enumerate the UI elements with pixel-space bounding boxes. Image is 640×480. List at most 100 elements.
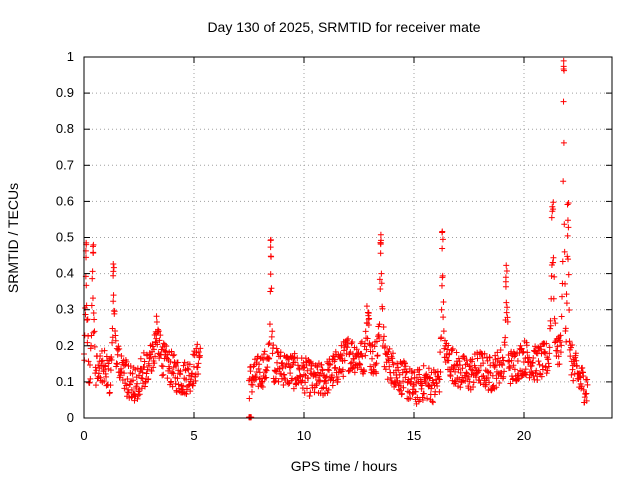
data-point — [584, 376, 591, 383]
data-point — [565, 271, 572, 278]
data-point — [560, 98, 567, 105]
data-point — [112, 337, 119, 344]
data-point — [547, 322, 554, 329]
data-point — [489, 372, 496, 379]
data-point — [345, 335, 352, 342]
data-point — [156, 355, 163, 362]
data-point — [500, 357, 507, 364]
data-point — [278, 375, 285, 382]
data-point — [436, 388, 443, 395]
data-point — [444, 346, 451, 353]
data-point — [439, 272, 446, 279]
data-point — [559, 258, 566, 265]
data-point — [529, 359, 536, 366]
data-point — [532, 343, 539, 350]
data-point — [351, 369, 358, 376]
data-point — [511, 366, 518, 373]
data-point — [455, 355, 462, 362]
data-point — [538, 373, 545, 380]
data-point — [503, 299, 510, 306]
data-point — [428, 385, 435, 392]
data-point — [457, 369, 464, 376]
data-point — [345, 368, 352, 375]
data-point — [500, 373, 507, 380]
x-axis-label: GPS time / hours — [291, 458, 398, 474]
data-point — [281, 371, 288, 378]
data-point — [152, 353, 159, 360]
data-point — [348, 340, 355, 347]
data-point — [136, 391, 143, 398]
data-point — [554, 343, 561, 350]
data-point — [560, 139, 567, 146]
data-point — [563, 300, 570, 307]
data-point — [326, 367, 333, 374]
data-point — [440, 298, 447, 305]
data-point — [583, 390, 590, 397]
data-point — [168, 378, 175, 385]
data-point — [486, 354, 493, 361]
data-point — [265, 341, 272, 348]
data-point — [584, 381, 591, 388]
data-point — [393, 374, 400, 381]
data-point — [408, 375, 415, 382]
y-tick-label: 0.1 — [56, 374, 74, 389]
data-point — [369, 355, 376, 362]
data-point — [89, 275, 96, 282]
data-point — [501, 341, 508, 348]
data-point — [338, 342, 345, 349]
data-point — [382, 343, 389, 350]
data-point — [560, 57, 567, 64]
data-point — [174, 375, 181, 382]
data-point — [256, 361, 263, 368]
data-point — [559, 293, 566, 300]
data-point — [190, 363, 197, 370]
data-point — [429, 398, 436, 405]
data-point — [473, 374, 480, 381]
data-point — [332, 364, 339, 371]
data-point — [376, 334, 383, 341]
data-point — [289, 375, 296, 382]
data-point — [403, 368, 410, 375]
data-point — [154, 341, 161, 348]
data-point — [430, 399, 437, 406]
data-point — [440, 314, 447, 321]
data-point — [296, 366, 303, 373]
data-point — [374, 352, 381, 359]
data-point — [502, 278, 509, 285]
data-point — [484, 357, 491, 364]
data-point — [280, 382, 287, 389]
data-point — [160, 371, 167, 378]
data-point — [91, 328, 98, 335]
data-point — [85, 333, 92, 340]
data-point — [436, 376, 443, 383]
data-point — [323, 373, 330, 380]
data-point — [562, 280, 569, 287]
data-point — [407, 395, 414, 402]
data-point — [348, 365, 355, 372]
data-point — [419, 397, 426, 404]
data-point — [446, 350, 453, 357]
data-point — [529, 370, 536, 377]
data-point — [186, 361, 193, 368]
data-point — [319, 367, 326, 374]
data-point — [424, 395, 431, 402]
data-point — [189, 370, 196, 377]
y-tick-label: 0.8 — [56, 121, 74, 136]
data-point — [89, 295, 96, 302]
data-point — [392, 381, 399, 388]
data-point — [88, 302, 95, 309]
data-point — [185, 366, 192, 373]
data-point — [300, 371, 307, 378]
data-point — [557, 349, 564, 356]
data-point — [174, 359, 181, 366]
data-point — [378, 280, 385, 287]
data-point — [389, 350, 396, 357]
data-point — [396, 379, 403, 386]
data-point — [421, 390, 428, 397]
data-point — [382, 366, 389, 373]
data-point — [291, 350, 298, 357]
data-point — [419, 380, 426, 387]
data-point — [129, 377, 136, 384]
data-point — [476, 367, 483, 374]
data-point — [533, 367, 540, 374]
